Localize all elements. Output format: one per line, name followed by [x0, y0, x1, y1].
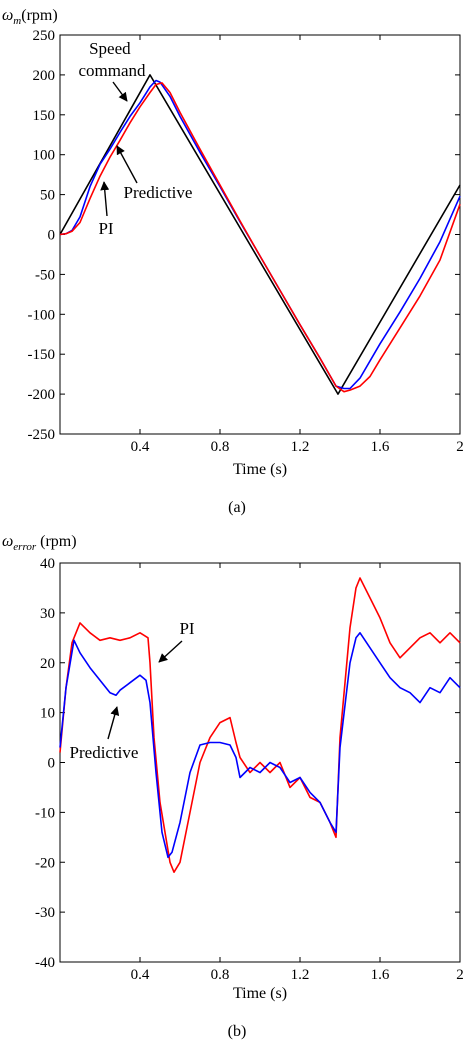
chart-a-ytick-label: 200 — [33, 68, 56, 84]
chart-a-ytick-label: 0 — [48, 228, 56, 244]
chart-a-series-pi-line — [59, 82, 461, 393]
chart-b-ytick-label: 40 — [40, 556, 55, 572]
chart-b-xlabel: Time (s) — [233, 985, 287, 1002]
chart-a-ylabel-symbol: ω — [2, 7, 13, 24]
annotation-speed-command-line1: Speed — [89, 39, 131, 58]
annotation-predictive-a: Predictive — [124, 183, 193, 202]
chart-b-xtick-label: 1.2 — [291, 967, 310, 983]
chart-a-xtick-label: 1.2 — [291, 439, 310, 455]
chart-b-series-predictive-line — [59, 631, 461, 859]
chart-b-ytick-label: 10 — [40, 706, 55, 722]
chart-a-ylabel-sub: m — [13, 15, 21, 27]
annotation-predictive-b-arrow — [107, 706, 120, 740]
chart-a-xtick-label: 0.4 — [131, 439, 150, 455]
chart-b-ylabel: ωerror (rpm) — [2, 533, 77, 553]
annotation-pi-b-arrow — [158, 640, 183, 663]
annotation-pi-b: PI — [179, 619, 194, 638]
annotation-speed-command-line2: command — [78, 61, 146, 80]
chart-b-xtick-label: 0.4 — [131, 967, 150, 983]
chart-b-ytick-label: 20 — [40, 656, 55, 672]
chart-b-ylabel-unit: (rpm) — [40, 533, 76, 550]
chart-b-series-pi-line — [59, 577, 461, 874]
chart-a: ωm(rpm) 0.4 0.8 1.2 1.6 2 250 200 150 100 50 0 -50 -… — [2, 7, 464, 516]
annotation-speed-command-arrow — [112, 81, 128, 102]
chart-a-ytick-label: -250 — [28, 427, 56, 443]
chart-b-ytick-label: -20 — [35, 855, 55, 871]
chart-a-plot-frame — [59, 34, 461, 435]
chart-a-xtick-label: 2 — [456, 439, 464, 455]
chart-a-ytick-label: 150 — [33, 108, 56, 124]
chart-b-ytick-label: -30 — [35, 905, 55, 921]
chart-a-xtick-label: 0.8 — [211, 439, 230, 455]
chart-a-series — [59, 74, 461, 395]
chart-a-series-predictive-line — [59, 79, 461, 390]
chart-b-xtick-label: 2 — [456, 967, 464, 983]
chart-a-ylabel-unit: (rpm) — [21, 7, 57, 24]
annotation-predictive-a-arrow — [116, 145, 138, 184]
annotation-pi-a: PI — [98, 219, 113, 238]
chart-b-xtick-label: 1.6 — [371, 967, 390, 983]
chart-a-ytick-label: 100 — [33, 148, 56, 164]
chart-a-ytick-label: -200 — [28, 387, 56, 403]
chart-a-ytick-label: -100 — [28, 307, 56, 323]
chart-a-ylabel: ωm(rpm) — [2, 7, 58, 27]
chart-b-ylabel-symbol: ω — [2, 533, 13, 550]
chart-b-ytick-label: -10 — [35, 805, 55, 821]
chart-a-ytick-label: -150 — [28, 347, 56, 363]
chart-b-ytick-label: -40 — [35, 955, 55, 971]
chart-a-xtick-label: 1.6 — [371, 439, 390, 455]
chart-a-ticks: 0.4 0.8 1.2 1.6 2 250 200 150 100 50 0 -50 -100 -150 -… — [28, 28, 464, 455]
chart-b-caption: (b) — [228, 1023, 247, 1040]
annotation-predictive-b: Predictive — [70, 743, 139, 762]
chart-a-caption: (a) — [228, 499, 246, 516]
chart-b-ytick-label: 30 — [40, 606, 55, 622]
annotation-pi-a-arrow — [100, 181, 110, 217]
chart-b-ylabel-sub: error — [13, 541, 37, 553]
chart-a-xlabel: Time (s) — [233, 461, 287, 478]
chart-a-ytick-label: -50 — [35, 267, 55, 283]
chart-a-ytick-label: 250 — [33, 28, 56, 44]
chart-b-ytick-label: 0 — [48, 756, 56, 772]
chart-a-ytick-label: 50 — [40, 188, 55, 204]
annotation-speed-command: Speed command — [78, 39, 146, 80]
chart-b-series — [59, 577, 461, 874]
chart-b: ωerror (rpm) 0.4 0.8 1.2 1.6 2 40 30 20 10 0 -10 -20… — [2, 533, 464, 1040]
chart-a-series-command-line — [59, 74, 461, 395]
chart-b-xtick-label: 0.8 — [211, 967, 230, 983]
chart-b-ticks: 0.4 0.8 1.2 1.6 2 40 30 20 10 0 -10 -20 -30 -40 — [35, 556, 464, 983]
